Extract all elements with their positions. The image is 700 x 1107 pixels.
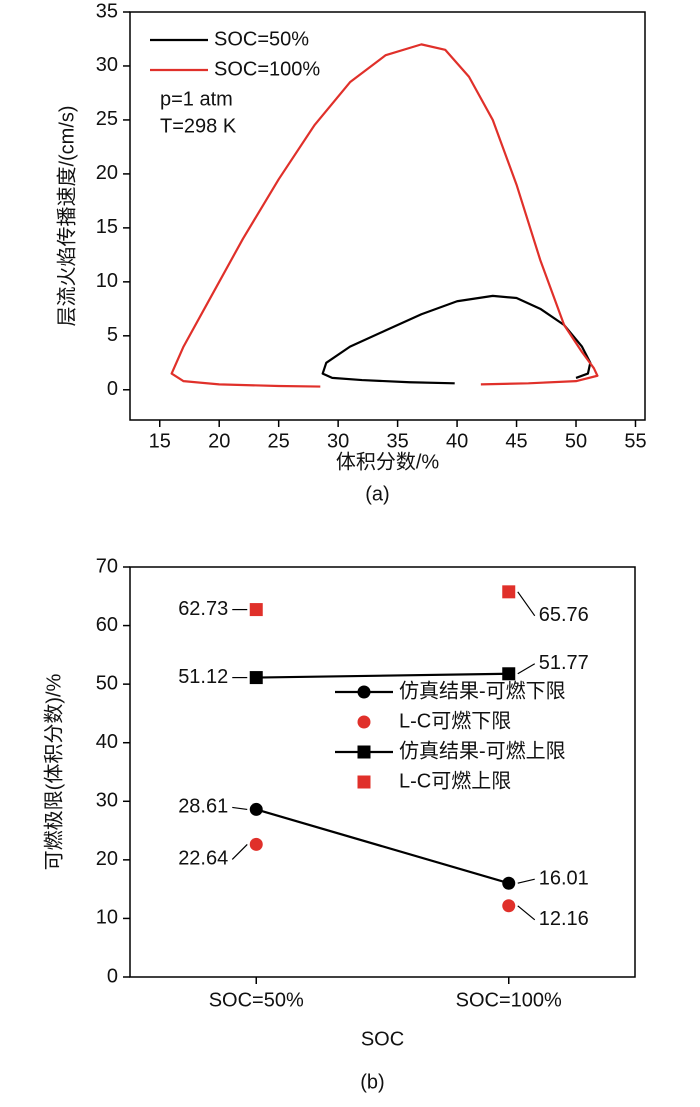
y-tick-label: 40 [96, 731, 118, 753]
leader-line [517, 878, 535, 884]
x-tick-label: SOC=50% [209, 989, 304, 1011]
y-tick-label: 35 [96, 0, 118, 22]
y-tick-label: 20 [96, 162, 118, 184]
y-tick-label: 10 [96, 907, 118, 929]
y-tick-label: 0 [107, 378, 118, 400]
y-tick-label: 30 [96, 790, 118, 812]
caption: (b) [360, 1071, 384, 1093]
y-tick-label: 60 [96, 614, 118, 636]
x-axis-label: SOC [361, 1028, 404, 1050]
y-tick-label: 70 [96, 555, 118, 577]
x-tick-label: 20 [208, 430, 230, 452]
annotation: T=298 K [160, 115, 237, 137]
value-label: 28.61 [178, 796, 228, 818]
value-label: 22.64 [178, 848, 228, 870]
y-tick-label: 10 [96, 270, 118, 292]
marker [502, 876, 516, 890]
marker [502, 667, 516, 681]
legend-label: L-C可燃上限 [399, 769, 511, 792]
legend-label: L-C可燃下限 [399, 709, 511, 732]
marker [249, 603, 263, 617]
plot-frame [129, 566, 636, 978]
legend-label: 仿真结果-可燃下限 [399, 679, 566, 702]
marker [357, 685, 371, 699]
y-axis-label: 层流火焰传播速度/(cm/s) [55, 105, 78, 326]
marker [502, 585, 516, 599]
leader-line [232, 806, 248, 811]
annotation: p=1 atm [160, 88, 233, 110]
series-line [255, 808, 510, 885]
marker [357, 715, 371, 729]
value-label: 51.12 [178, 666, 228, 688]
x-tick-label: 50 [565, 430, 587, 452]
y-tick-label: 50 [96, 672, 118, 694]
y-axis-label: 可燃极限(体积分数)/% [42, 673, 65, 870]
y-tick-label: 5 [107, 324, 118, 346]
marker [249, 802, 263, 816]
series-line [321, 294, 592, 385]
y-tick-label: 0 [107, 965, 118, 987]
legend-label: SOC=50% [214, 28, 309, 50]
leader-line [517, 663, 536, 675]
value-label: 16.01 [539, 868, 589, 890]
leader-line [517, 905, 536, 921]
y-tick-label: 25 [96, 108, 118, 130]
leader-line [517, 591, 536, 617]
value-label: 65.76 [539, 604, 589, 626]
x-axis-label: 体积分数/% [336, 450, 440, 473]
x-tick-label: 30 [327, 430, 349, 452]
series-line [170, 43, 599, 388]
x-tick-label: 15 [149, 430, 171, 452]
y-tick-label: 20 [96, 848, 118, 870]
y-tick-label: 30 [96, 54, 118, 76]
value-label: 62.73 [178, 598, 228, 620]
value-label: 12.16 [539, 908, 589, 930]
marker [502, 899, 516, 913]
x-tick-label: SOC=100% [456, 989, 562, 1011]
marker [249, 671, 263, 685]
leader-line [231, 843, 248, 860]
marker [249, 837, 263, 851]
marker [357, 745, 371, 759]
x-tick-label: 25 [268, 430, 290, 452]
plot-frame [129, 11, 646, 421]
marker [357, 775, 371, 789]
series-line [256, 672, 509, 679]
legend-label: SOC=100% [214, 58, 320, 80]
y-tick-label: 15 [96, 216, 118, 238]
x-tick-label: 40 [446, 430, 468, 452]
caption: (a) [365, 483, 389, 505]
x-tick-label: 35 [386, 430, 408, 452]
x-tick-label: 45 [505, 430, 527, 452]
value-label: 51.77 [539, 652, 589, 674]
legend-label: 仿真结果-可燃上限 [399, 739, 566, 762]
x-tick-label: 55 [624, 430, 646, 452]
